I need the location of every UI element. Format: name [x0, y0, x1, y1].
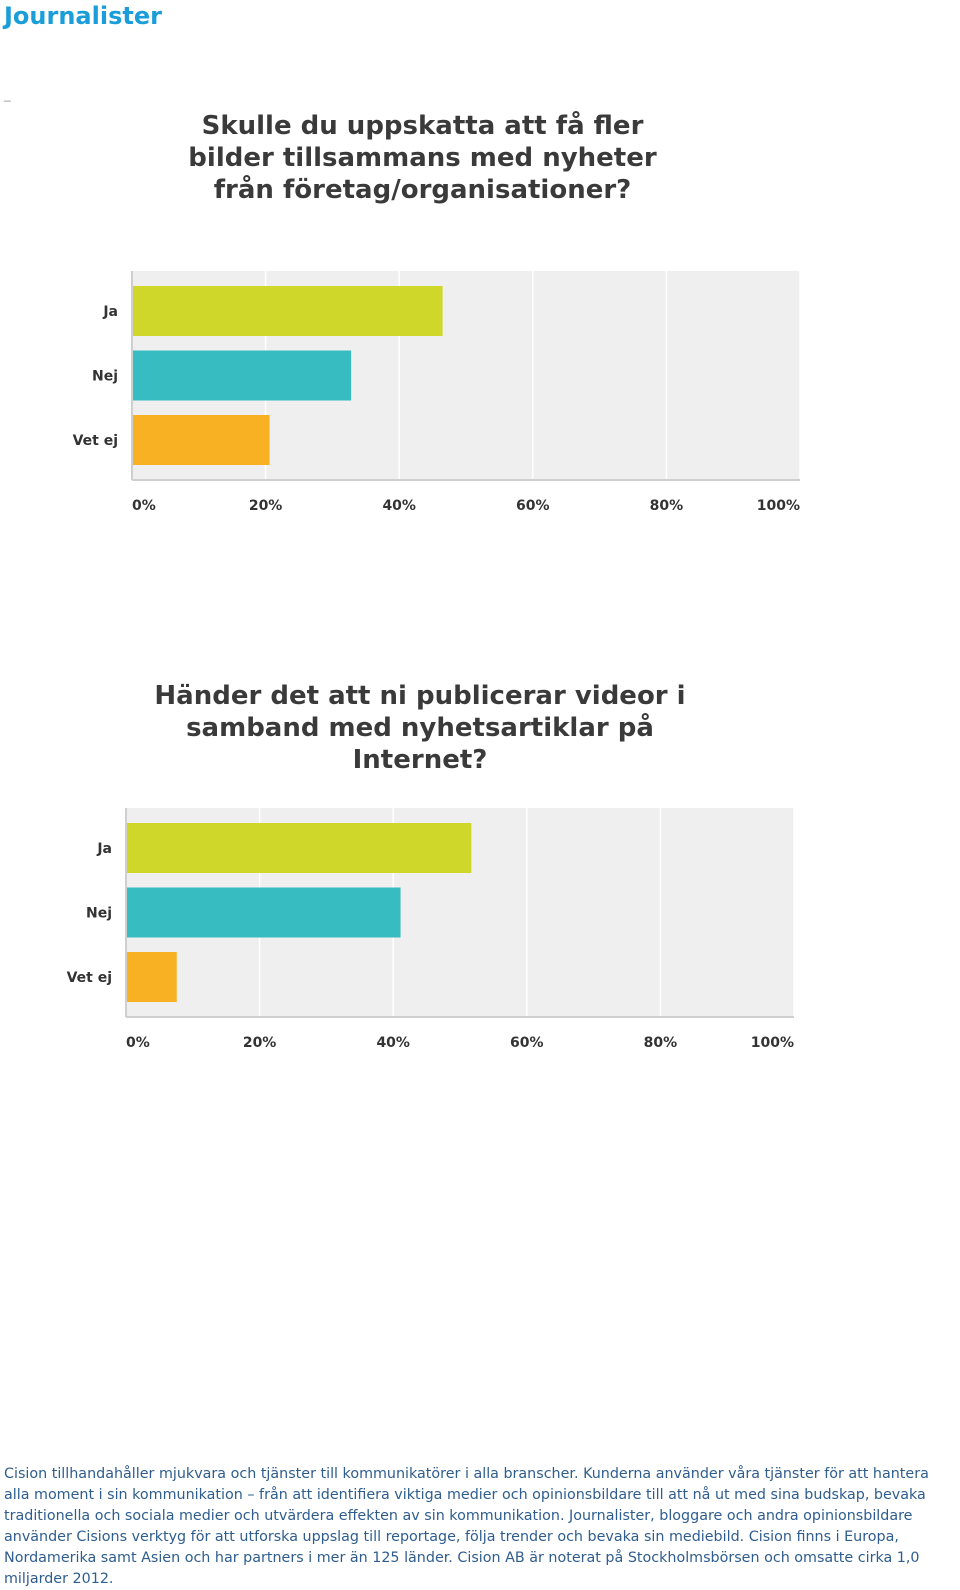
chart-2-bar-ja [127, 823, 472, 873]
chart-2-title: Händer det att ni publicerar videor i sa… [154, 681, 686, 775]
chart-1-category-label-nej: Nej [92, 369, 118, 385]
chart-1-category-label-vet-ej: Vet ej [73, 433, 118, 449]
chart-1-tick-label: 80% [650, 498, 684, 514]
chart-1-tick-label: 100% [757, 498, 800, 514]
chart-1: Ja Nej Vet ej 0% 20% 40% 60% 80% 100% [73, 271, 801, 514]
chart-2-bar-nej [127, 887, 401, 938]
separator-dash: _ [4, 88, 11, 102]
chart-2-bar-vet-ej [127, 952, 177, 1002]
chart-1-tick-label: 40% [382, 498, 416, 514]
chart-2-category-label-vet-ej: Vet ej [67, 970, 112, 986]
chart-1-bar-ja [133, 286, 443, 336]
chart-1-bar-vet-ej [133, 415, 270, 465]
chart-2-tick-label: 20% [243, 1035, 277, 1051]
chart-2-category-label-ja: Ja [96, 841, 112, 857]
chart-1-tick-label: 60% [516, 498, 550, 514]
chart-2-tick-label: 80% [644, 1035, 678, 1051]
chart-1-tick-label: 0% [132, 498, 156, 514]
document-title: Journalister [4, 2, 162, 30]
chart-2: Ja Nej Vet ej 0% 20% 40% 60% 80% 100% [67, 808, 795, 1051]
chart-1-title: Skulle du uppskatta att få fler bilder t… [188, 111, 657, 205]
chart-2-category-label-nej: Nej [86, 906, 112, 922]
chart-1-tick-label: 20% [249, 498, 283, 514]
footer-text: Cision tillhandahåller mjukvara och tjän… [4, 1466, 929, 1587]
chart-2-tick-label: 0% [126, 1035, 150, 1051]
chart-2-tick-label: 60% [510, 1035, 544, 1051]
chart-2-tick-label: 100% [751, 1035, 794, 1051]
chart-1-category-label-ja: Ja [102, 304, 118, 320]
chart-2-tick-label: 40% [376, 1035, 410, 1051]
chart-1-bar-nej [133, 350, 352, 401]
